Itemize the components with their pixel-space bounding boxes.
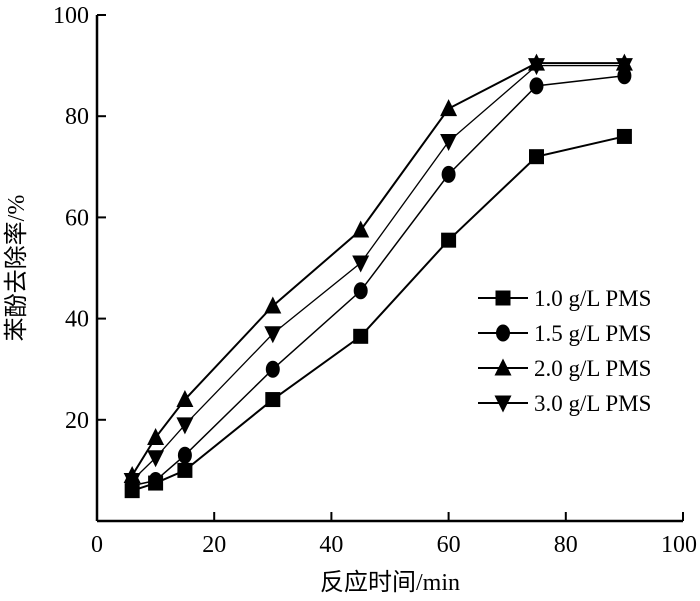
marker-triangle-down [176, 417, 194, 435]
marker-circle [353, 282, 368, 300]
x-tick-label: 100 [661, 532, 697, 558]
series-layer [123, 53, 633, 499]
x-tick-label: 0 [91, 532, 103, 558]
y-tick-label: 80 [65, 104, 89, 130]
marker-triangle-up [440, 99, 458, 117]
marker-triangle-up [147, 428, 165, 446]
marker-square [265, 392, 281, 408]
x-tick-label: 60 [437, 532, 461, 558]
series-square [124, 128, 632, 499]
marker-triangle-up [494, 358, 512, 376]
legend-item: 3.0 g/L PMS [478, 391, 651, 416]
y-tick-label: 20 [65, 408, 89, 434]
x-tick-label: 80 [554, 532, 578, 558]
marker-triangle-down [528, 58, 545, 76]
marker-triangle-up [352, 220, 370, 238]
legend-label: 1.0 g/L PMS [534, 286, 651, 311]
legend-label: 1.5 g/L PMS [534, 321, 651, 346]
legend-label: 2.0 g/L PMS [534, 356, 651, 381]
x-tick-label: 40 [319, 532, 343, 558]
marker-square [616, 128, 632, 144]
series-circle [125, 67, 632, 495]
series-line [131, 62, 625, 476]
legend-item: 2.0 g/L PMS [478, 356, 651, 381]
marker-circle [617, 67, 632, 85]
marker-triangle-up [264, 296, 282, 314]
marker-square [353, 328, 369, 344]
marker-square [441, 232, 457, 248]
x-tick-label: 20 [202, 532, 226, 558]
series-triangle-down [123, 58, 633, 491]
marker-triangle-down [123, 473, 141, 491]
ticks: 0 20 40 60 80 100 20 40 60 80 100 [53, 3, 697, 558]
series-line [131, 135, 625, 492]
series-line [131, 64, 625, 481]
axes [95, 15, 683, 523]
marker-triangle-down [264, 326, 282, 344]
y-tick-label: 60 [65, 205, 89, 231]
marker-triangle-down [147, 450, 165, 468]
marker-triangle-down [494, 395, 512, 413]
marker-circle [177, 446, 192, 464]
legend-label: 3.0 g/L PMS [534, 391, 651, 416]
x-axis-title: 反应时间/min [320, 569, 460, 596]
marker-circle [441, 165, 456, 183]
legend-item: 1.0 g/L PMS [478, 286, 651, 311]
legend: 1.0 g/L PMS 1.5 g/L PMS 2.0 g/L PMS 3.0 g/L… [478, 286, 651, 416]
marker-triangle-up [176, 390, 194, 408]
y-tick-label: 40 [65, 307, 89, 333]
marker-circle [496, 324, 510, 342]
marker-circle [265, 360, 280, 378]
y-axis-title: 苯酚去除率/% [3, 195, 30, 342]
marker-square [529, 149, 544, 165]
marker-square [177, 462, 193, 478]
series-line [132, 74, 625, 487]
marker-square [495, 290, 511, 306]
marker-circle [529, 77, 544, 95]
marker-triangle-down [440, 134, 458, 151]
marker-circle [148, 472, 163, 490]
legend-item: 1.5 g/L PMS [478, 321, 651, 346]
marker-triangle-down [615, 58, 633, 76]
y-tick-label: 100 [53, 3, 89, 29]
marker-triangle-down [352, 255, 370, 273]
